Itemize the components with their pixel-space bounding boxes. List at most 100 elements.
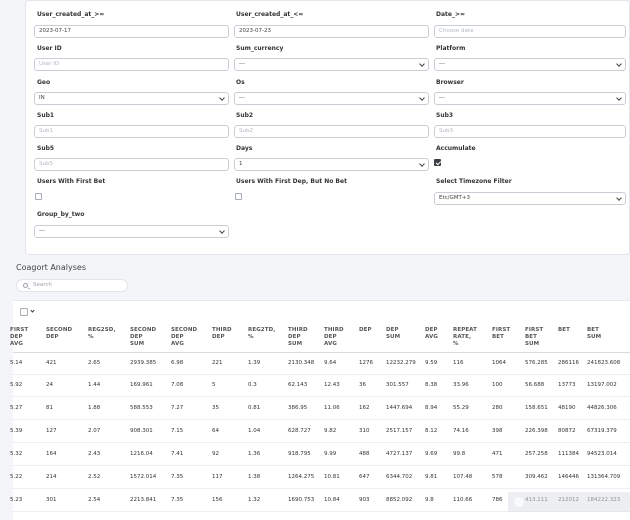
table-cell: 6.98 xyxy=(171,360,184,366)
chevron-down-icon xyxy=(219,95,225,101)
sub5-label: Sub5 xyxy=(37,145,55,152)
sub1-input[interactable]: Sub1 xyxy=(34,125,229,138)
table-cell: 7.08 xyxy=(171,382,184,388)
table-cell: 92 xyxy=(212,451,219,457)
column-header-line: AVG xyxy=(10,341,23,347)
table-cell: 8.94 xyxy=(425,405,438,411)
platform-select[interactable]: --- xyxy=(434,58,626,71)
column-header[interactable]: FIRST DEP AVG xyxy=(10,327,28,348)
table-cell: 12.43 xyxy=(324,382,340,388)
user-created-from-input[interactable]: 2023-07-17 xyxy=(34,25,229,38)
column-header[interactable]: REPEAT RATE,% xyxy=(453,327,477,348)
table-cell: 471 xyxy=(492,451,503,457)
column-header-line: DEP xyxy=(386,327,399,333)
days-label: Days xyxy=(236,145,253,152)
table-cell: 9.59 xyxy=(425,360,438,366)
sub1-label: Sub1 xyxy=(37,112,55,119)
column-header[interactable]: BET SUM xyxy=(587,327,601,341)
column-header[interactable]: DEP SUM xyxy=(386,327,400,341)
browser-value: --- xyxy=(439,95,445,101)
geo-select[interactable]: IN xyxy=(34,92,229,105)
table-card xyxy=(13,300,630,520)
first-bet-label: Users With First Bet xyxy=(37,178,106,185)
table-cell: 5.14 xyxy=(10,360,23,366)
sum-currency-select[interactable]: --- xyxy=(234,58,429,71)
column-header[interactable]: REG2TD,% xyxy=(248,327,275,341)
column-header[interactable]: FIRST BET xyxy=(492,327,510,341)
column-header[interactable]: THIRD DEP AVG xyxy=(324,327,344,348)
column-header[interactable]: THIRD DEP SUM xyxy=(288,327,308,348)
table-cell: 7.15 xyxy=(171,428,184,434)
table-cell: 9.81 xyxy=(425,474,438,480)
select-all-checkbox[interactable] xyxy=(20,308,28,316)
column-header[interactable]: SECOND DEP SUM xyxy=(130,327,156,348)
os-value: --- xyxy=(239,95,245,101)
table-cell: 6344.702 xyxy=(386,474,413,480)
table-cell: 111384 xyxy=(558,451,579,457)
table-cell: 67319.379 xyxy=(587,428,617,434)
group-by-two-select[interactable]: --- xyxy=(34,225,229,238)
platform-label: Platform xyxy=(436,45,466,52)
row-divider xyxy=(13,374,630,375)
browser-select[interactable]: --- xyxy=(434,92,626,105)
section-title: Coagort Analyses xyxy=(16,263,86,272)
accumulate-checkbox[interactable] xyxy=(434,159,441,166)
table-cell: 628.727 xyxy=(288,428,311,434)
table-cell: 2.52 xyxy=(88,474,101,480)
first-bet-checkbox[interactable] xyxy=(35,193,42,200)
sub5-input[interactable]: Sub5 xyxy=(34,158,229,171)
first-dep-no-bet-checkbox[interactable] xyxy=(235,193,242,200)
table-cell: 918.795 xyxy=(288,451,311,457)
row-divider xyxy=(13,465,630,466)
table-cell: 1.32 xyxy=(248,497,261,503)
column-header[interactable]: DEP xyxy=(359,327,372,334)
column-header-line: % xyxy=(248,334,254,340)
table-cell: 8.12 xyxy=(425,428,438,434)
date-from-input[interactable]: Choose date xyxy=(434,25,626,38)
search-input[interactable]: Search xyxy=(16,279,128,292)
row-divider xyxy=(13,419,630,420)
column-header-line: THIRD xyxy=(212,327,232,333)
table-cell: 398 xyxy=(492,428,503,434)
column-header[interactable]: DEP AVG xyxy=(425,327,438,341)
user-created-to-input[interactable]: 2023-07-23 xyxy=(234,25,429,38)
column-header[interactable]: BET xyxy=(558,327,570,334)
row-divider xyxy=(13,488,630,489)
sub3-input[interactable]: Sub3 xyxy=(434,125,626,138)
table-cell: 421 xyxy=(46,360,57,366)
column-header[interactable]: SECOND DEP AVG xyxy=(171,327,197,348)
table-cell: 1276 xyxy=(359,360,373,366)
browser-label: Browser xyxy=(436,79,464,86)
table-cell: 36 xyxy=(359,382,366,388)
column-header-line: DEP xyxy=(425,327,438,333)
table-cell: 5.23 xyxy=(10,497,23,503)
column-header[interactable]: REG2SD,% xyxy=(88,327,116,341)
column-header-line: SUM xyxy=(288,341,303,347)
table-cell: 1690.753 xyxy=(288,497,315,503)
column-header-line: SECOND xyxy=(130,327,157,333)
timezone-select[interactable]: Etc/GMT+3 xyxy=(434,192,626,205)
table-cell: 309.462 xyxy=(525,474,548,480)
column-header[interactable]: SECOND DEP xyxy=(46,327,72,341)
column-header-line: DEP xyxy=(288,334,301,340)
table-cell: 9.99 xyxy=(324,451,337,457)
table-cell: 116 xyxy=(453,360,464,366)
column-header-line: AVG xyxy=(425,334,438,340)
chevron-down-icon xyxy=(419,95,425,101)
column-header[interactable]: THIRD DEP xyxy=(212,327,232,341)
table-cell: 310 xyxy=(359,428,370,434)
os-select[interactable]: --- xyxy=(234,92,429,105)
column-header-line: DEP xyxy=(171,334,184,340)
sub3-label: Sub3 xyxy=(436,112,454,119)
search-placeholder: Search xyxy=(33,282,52,288)
table-cell: 0.81 xyxy=(248,405,261,411)
table-cell: 488 xyxy=(359,451,370,457)
user-id-input[interactable]: User ID xyxy=(34,58,229,71)
sub2-input[interactable]: Sub2 xyxy=(234,125,429,138)
days-select[interactable]: 1 xyxy=(234,158,429,171)
chevron-down-icon[interactable] xyxy=(30,308,35,313)
table-cell: 9.82 xyxy=(324,428,337,434)
table-cell: 7.41 xyxy=(171,451,184,457)
column-header[interactable]: FIRST BET SUM xyxy=(525,327,543,348)
table-cell: 2130.348 xyxy=(288,360,315,366)
